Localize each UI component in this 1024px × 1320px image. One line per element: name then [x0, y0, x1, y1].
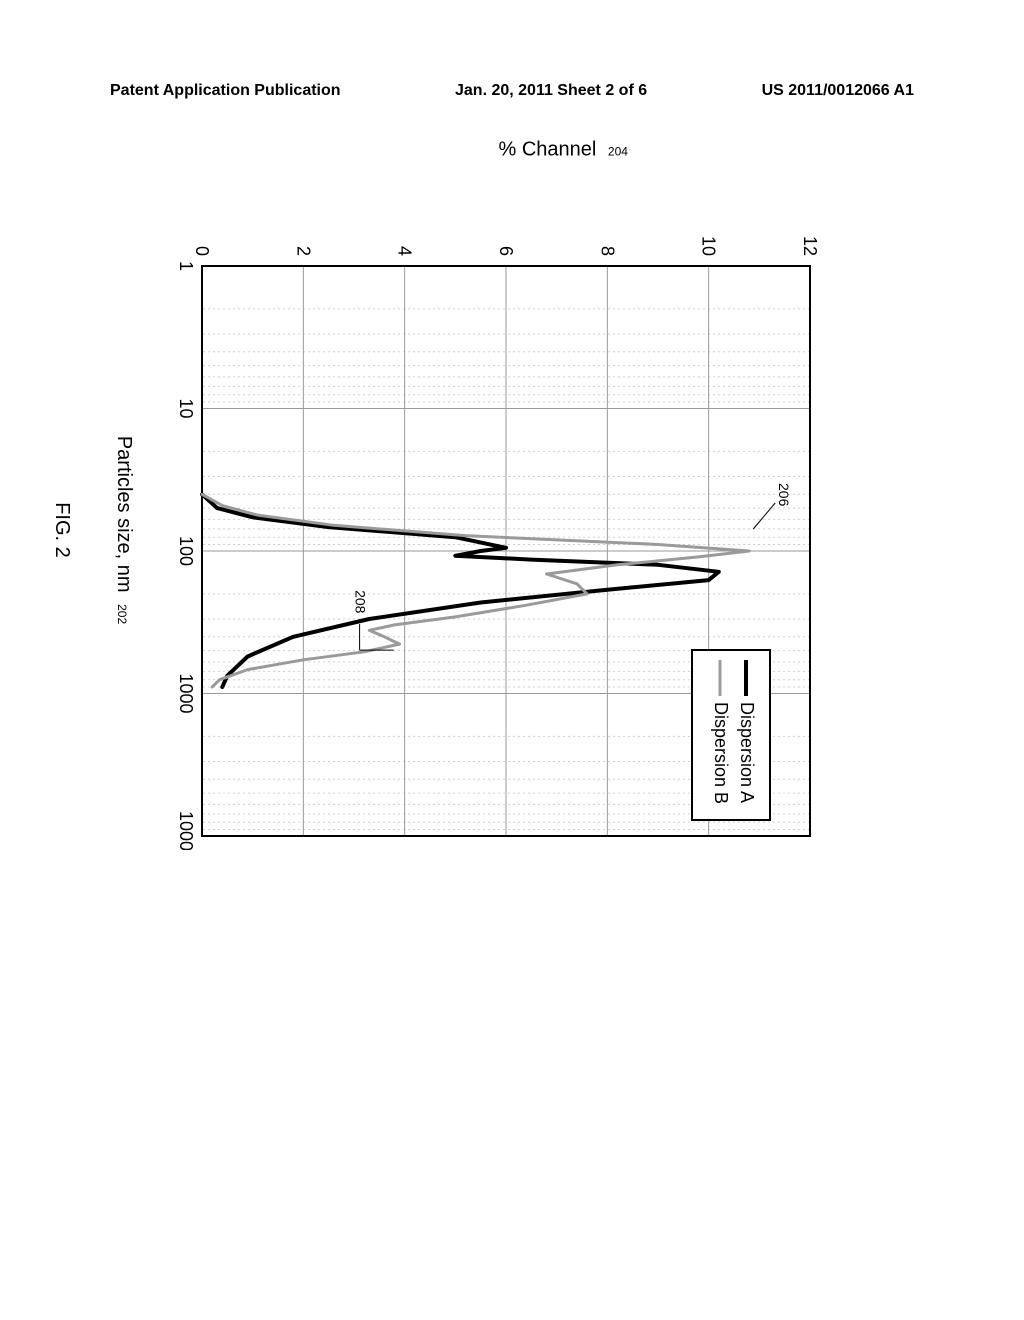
header-center: Jan. 20, 2011 Sheet 2 of 6 — [455, 82, 647, 100]
y-tick-label: 0 — [192, 246, 212, 256]
callout-208: 208 — [353, 590, 369, 614]
chart-canvas: 1 10 100 1000 10000 0 2 4 6 8 10 12 206 208 Dispersion… — [160, 210, 820, 850]
x-tick-label: 10000 — [176, 811, 196, 850]
header-right: US 2011/0012066 A1 — [762, 82, 914, 100]
x-tick-label: 1 — [176, 261, 196, 271]
header-left: Patent Application Publication — [110, 82, 341, 100]
y-axis-text: % Channel — [499, 139, 597, 161]
y-tick-label: 12 — [800, 236, 820, 256]
y-axis-ref: 204 — [608, 145, 628, 159]
legend-label: Dispersion B — [711, 702, 731, 804]
y-axis-label: % Channel 204 — [499, 139, 628, 162]
figure-caption: FIG. 2 — [50, 502, 73, 558]
y-tick-label: 4 — [395, 246, 415, 256]
y-tick-label: 2 — [293, 246, 313, 256]
y-tick-label: 10 — [699, 236, 719, 256]
legend: Dispersion A Dispersion B — [692, 650, 770, 820]
x-axis-ref: 202 — [115, 604, 129, 624]
page-header: Patent Application Publication Jan. 20, … — [110, 82, 914, 100]
legend-label: Dispersion A — [737, 702, 757, 803]
x-axis-label: Particles size, nm 202 — [112, 436, 135, 624]
y-tick-label: 8 — [597, 246, 617, 256]
x-tick-label: 10 — [176, 398, 196, 418]
x-axis-text: Particles size, nm — [113, 436, 135, 593]
y-tick-label: 6 — [496, 246, 516, 256]
x-tick-label: 100 — [176, 536, 196, 566]
figure-2-chart: 1 10 100 1000 10000 0 2 4 6 8 10 12 206 208 Dispersion… — [160, 210, 820, 850]
x-tick-label: 1000 — [176, 673, 196, 713]
callout-206: 206 — [776, 483, 792, 507]
